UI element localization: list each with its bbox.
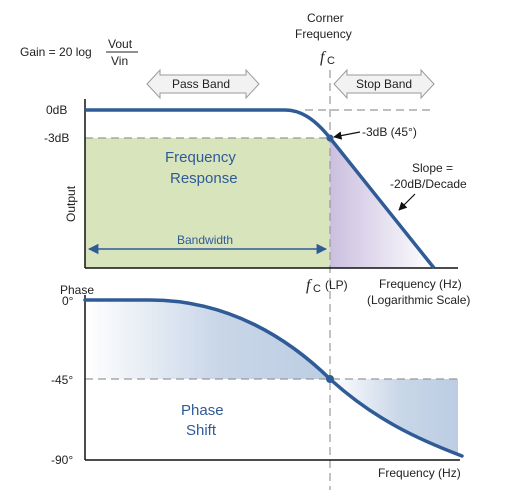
tick-phase-0: 0° [62, 294, 74, 308]
gain-formula: Gain = 20 log Vout Vin [20, 37, 138, 68]
phase-x-axis-title: Frequency (Hz) [378, 466, 461, 480]
svg-text:(LP): (LP) [325, 278, 348, 292]
tick-phase-minus-45: -45° [51, 373, 73, 387]
pass-band-arrow [146, 68, 260, 100]
phase-plot: Phase 0° -45° -90° Phase Shift Frequency… [51, 283, 464, 480]
tick-minus-3db: -3dB [44, 131, 69, 145]
stop-band-label: Stop Band [356, 77, 412, 91]
slope-line1: Slope = [412, 161, 453, 175]
svg-text:C: C [313, 283, 321, 295]
phase-curve [83, 298, 464, 458]
corner-title-line2: Frequency [295, 27, 352, 41]
frequency-response-line2: Response [170, 170, 238, 187]
corner-title-line1: Corner [307, 11, 344, 25]
phase-shift-line1: Phase [181, 402, 224, 419]
phase-fill-lower [330, 379, 458, 456]
magnitude-x-axis-subtitle: (Logarithmic Scale) [367, 293, 470, 307]
svg-text:f: f [320, 49, 327, 66]
svg-text:C: C [327, 55, 335, 67]
frequency-response-line1: Frequency [165, 149, 236, 166]
bandwidth-label: Bandwidth [177, 233, 233, 247]
tick-phase-minus-90: -90° [51, 453, 73, 467]
corner-point [326, 134, 334, 142]
phase-axis-title: Phase [60, 283, 94, 297]
phase-fill-upper [85, 300, 330, 379]
slope-pointer [398, 193, 416, 211]
gain-formula-denominator: Vin [111, 54, 128, 68]
corner-symbol-lp: f C (LP) [306, 277, 348, 295]
pass-band-label: Pass Band [172, 77, 230, 91]
phase-corner-point [326, 375, 334, 383]
corner-symbol-top: f C [320, 49, 335, 67]
phase-shift-line2: Shift [186, 422, 217, 439]
stop-band-arrow [333, 68, 435, 100]
slope-line2: -20dB/Decade [390, 177, 467, 191]
gain-formula-prefix: Gain = 20 log [20, 45, 92, 59]
svg-text:f: f [306, 277, 313, 294]
magnitude-x-axis-title: Frequency (Hz) [379, 277, 462, 291]
output-axis-title: Output [64, 185, 78, 222]
gain-formula-numerator: Vout [108, 37, 133, 51]
corner-point-label: -3dB (45°) [362, 125, 417, 139]
tick-0db: 0dB [46, 103, 67, 117]
corner-point-pointer [333, 131, 361, 140]
magnitude-plot: 0dB -3dB Output -3dB (45°) Frequency Res… [44, 70, 470, 490]
